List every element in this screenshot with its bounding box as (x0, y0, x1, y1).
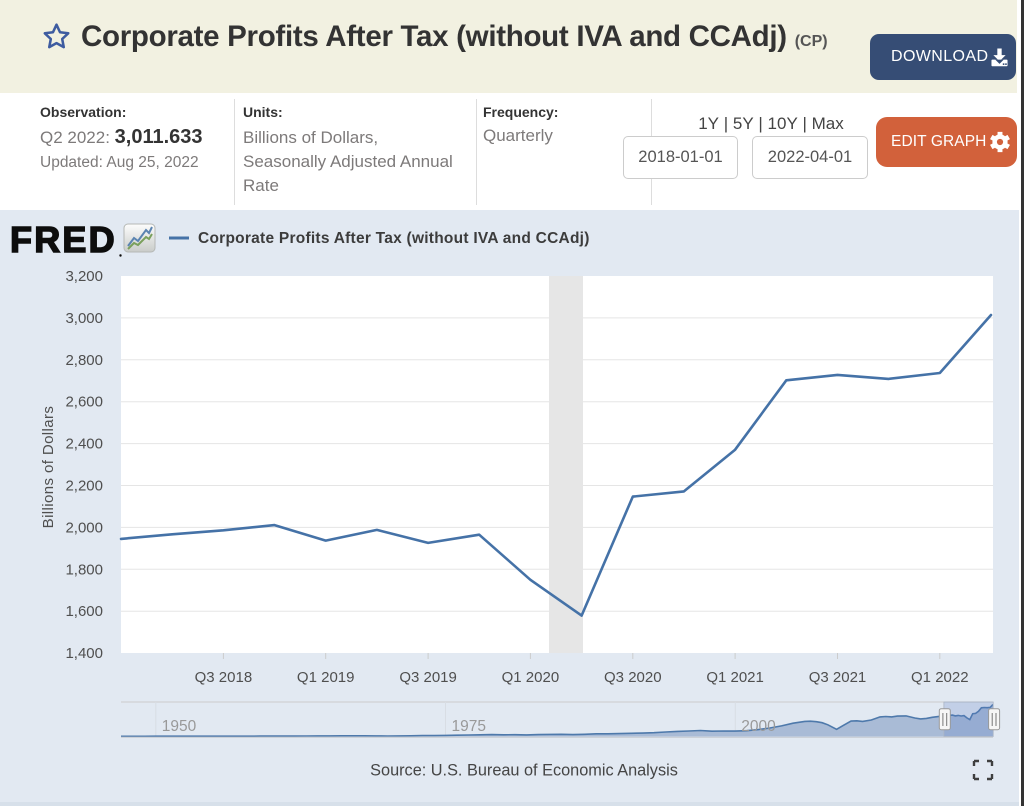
svg-text:Q1 2021: Q1 2021 (706, 669, 764, 686)
svg-text:FRED: FRED (10, 219, 117, 260)
svg-text:Billions of Dollars: Billions of Dollars (40, 406, 57, 529)
svg-text:Q3 2018: Q3 2018 (195, 669, 253, 686)
svg-text:1950: 1950 (162, 718, 197, 735)
svg-text:Q1 2019: Q1 2019 (297, 669, 355, 686)
svg-text:3,000: 3,000 (65, 310, 103, 327)
svg-text:2,000: 2,000 (65, 519, 103, 536)
svg-text:Q1 2022: Q1 2022 (911, 669, 969, 686)
svg-text:Q3 2021: Q3 2021 (809, 669, 867, 686)
svg-text:1,600: 1,600 (65, 603, 103, 620)
svg-text:Source: U.S. Bureau of Economi: Source: U.S. Bureau of Economic Analysis (370, 762, 678, 780)
svg-text:2,200: 2,200 (65, 478, 103, 495)
svg-text:Q3 2019: Q3 2019 (399, 669, 457, 686)
svg-text:Q3 2020: Q3 2020 (604, 669, 662, 686)
svg-text:2,400: 2,400 (65, 436, 103, 453)
svg-text:1,800: 1,800 (65, 561, 103, 578)
svg-text:Q1 2020: Q1 2020 (502, 669, 560, 686)
svg-text:2000: 2000 (741, 718, 776, 735)
svg-text:2,800: 2,800 (65, 352, 103, 369)
svg-text:1,400: 1,400 (65, 645, 103, 662)
svg-text:2,600: 2,600 (65, 394, 103, 411)
svg-text:1975: 1975 (452, 718, 486, 735)
svg-text:3,200: 3,200 (65, 268, 103, 285)
svg-text:Corporate Profits After Tax (w: Corporate Profits After Tax (without IVA… (198, 230, 590, 247)
